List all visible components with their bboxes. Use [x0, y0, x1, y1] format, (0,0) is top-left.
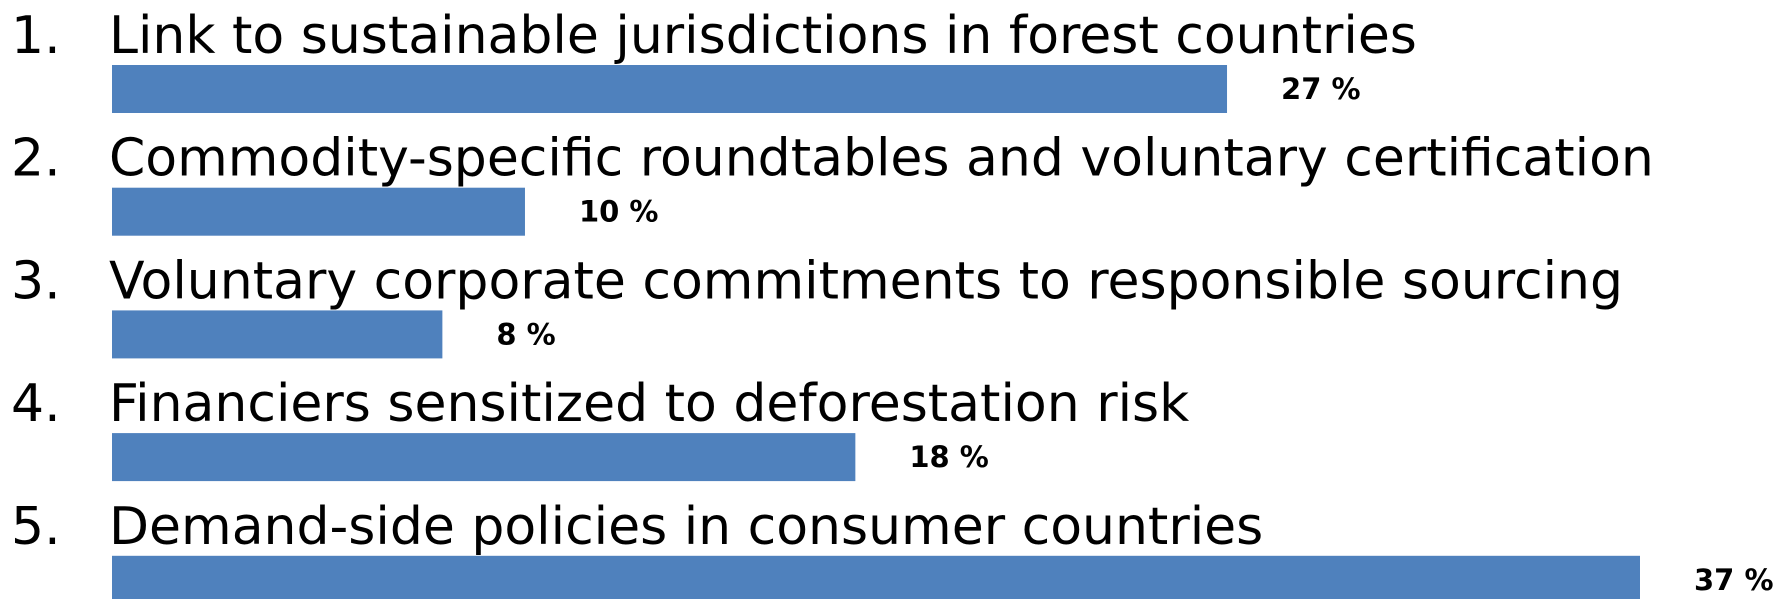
value-label: 37 % — [1694, 563, 1774, 597]
value-label: 18 % — [909, 440, 989, 474]
item-label: Financiers sensitized to deforestation r… — [109, 374, 1189, 434]
item-label: Link to sustainable jurisdictions in for… — [109, 6, 1417, 66]
item-label: Demand-side policies in consumer countri… — [109, 497, 1263, 557]
item-label: Commodity-specific roundtables and volun… — [109, 129, 1654, 189]
bar — [112, 65, 1228, 113]
item-number: 2. — [11, 129, 61, 189]
item-label: Voluntary corporate commitments to respo… — [109, 251, 1623, 311]
value-label: 10 % — [579, 195, 659, 229]
bar — [112, 555, 1640, 599]
value-label: 8 % — [496, 317, 555, 351]
item-number: 4. — [11, 374, 61, 434]
bar — [112, 310, 443, 359]
item-number: 5. — [11, 497, 61, 557]
item-number: 1. — [11, 6, 61, 66]
bar — [112, 433, 856, 482]
value-label: 27 % — [1281, 72, 1361, 106]
bar — [112, 187, 525, 236]
item-number: 3. — [11, 251, 61, 311]
